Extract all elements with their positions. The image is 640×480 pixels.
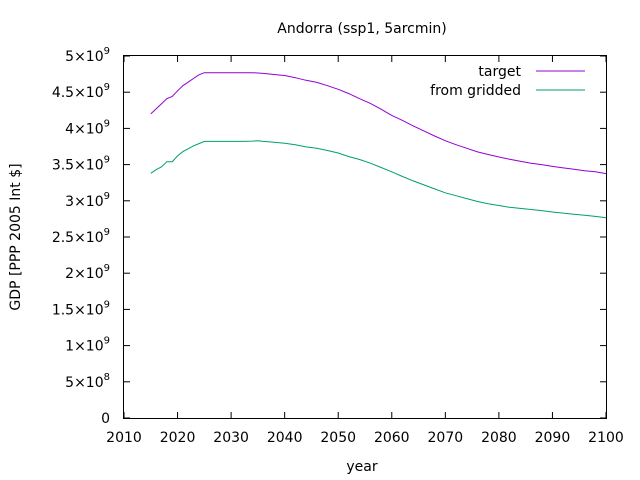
x-tick-label: 2060 — [374, 430, 410, 446]
series-line-target — [150, 72, 607, 175]
x-tick-label: 2050 — [320, 430, 356, 446]
legend-label: target — [478, 64, 521, 80]
x-tick-label: 2040 — [267, 430, 303, 446]
legend-label: from gridded — [430, 83, 521, 99]
y-tick-label: 3×109 — [65, 191, 110, 210]
y-tick-label: 1×109 — [65, 336, 110, 355]
x-tick-label: 2100 — [588, 430, 624, 446]
y-tick-label: 2.5×109 — [52, 227, 110, 246]
series-lines — [150, 72, 607, 219]
x-tick-label: 2070 — [428, 430, 464, 446]
x-tick-label: 2090 — [535, 430, 571, 446]
y-tick-label: 4×109 — [65, 118, 110, 137]
y-axis-label: GDP [PPP 2005 Int $] — [8, 163, 24, 310]
y-tick-label: 3.5×109 — [52, 155, 110, 174]
x-tick-label: 2030 — [213, 430, 249, 446]
y-tick-label: 2×109 — [65, 263, 110, 282]
axis-ticks: 2010 2020 2030 2040 2050 2060 2070 2080 2090 2100… — [52, 46, 624, 446]
x-tick-label: 2010 — [106, 430, 142, 446]
y-tick-label: 5×108 — [65, 372, 110, 391]
x-tick-label: 2080 — [481, 430, 517, 446]
x-axis-label: year — [346, 459, 377, 475]
chart-title: Andorra (ssp1, 5arcmin) — [277, 21, 446, 37]
series-line-from-gridded — [150, 140, 607, 219]
plot-frame — [123, 55, 607, 419]
y-tick-label: 1.5×109 — [52, 299, 110, 318]
y-tick-label: 4.5×109 — [52, 82, 110, 101]
legend: target from gridded — [430, 64, 585, 99]
y-tick-label: 0 — [101, 411, 110, 427]
x-tick-label: 2020 — [160, 430, 196, 446]
y-tick-label: 5×109 — [65, 46, 110, 65]
